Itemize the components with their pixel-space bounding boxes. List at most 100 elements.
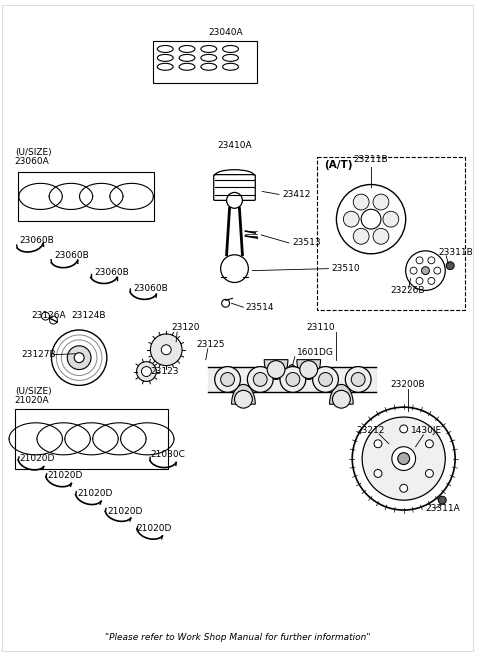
Circle shape: [428, 277, 435, 284]
Text: 1601DG: 1601DG: [297, 348, 334, 358]
Circle shape: [421, 266, 430, 275]
Circle shape: [351, 373, 365, 386]
Text: 23126A: 23126A: [32, 311, 66, 319]
Circle shape: [67, 346, 91, 369]
Circle shape: [383, 211, 399, 227]
Text: (U/SIZE): (U/SIZE): [15, 148, 51, 157]
Ellipse shape: [223, 45, 239, 52]
Circle shape: [438, 496, 446, 504]
Circle shape: [446, 262, 454, 270]
Polygon shape: [231, 384, 255, 404]
Circle shape: [398, 453, 409, 464]
Circle shape: [353, 194, 369, 210]
Text: (A/T): (A/T): [324, 160, 353, 170]
Circle shape: [374, 440, 382, 448]
Circle shape: [247, 367, 273, 392]
Circle shape: [410, 267, 417, 274]
Circle shape: [343, 211, 359, 227]
Text: 23412: 23412: [282, 190, 311, 199]
Circle shape: [221, 373, 235, 386]
Ellipse shape: [201, 45, 216, 52]
Circle shape: [373, 228, 389, 244]
Ellipse shape: [179, 54, 195, 62]
Text: 23200B: 23200B: [391, 380, 425, 389]
Circle shape: [406, 251, 445, 291]
Circle shape: [289, 365, 295, 371]
Text: 21030C: 21030C: [150, 450, 185, 459]
Text: 23060B: 23060B: [54, 251, 89, 260]
Text: 23226B: 23226B: [391, 286, 425, 295]
Circle shape: [222, 299, 229, 307]
Polygon shape: [297, 359, 321, 379]
Circle shape: [49, 316, 58, 324]
Ellipse shape: [179, 45, 195, 52]
Circle shape: [267, 361, 285, 379]
Ellipse shape: [223, 54, 239, 62]
FancyBboxPatch shape: [214, 174, 255, 200]
Polygon shape: [329, 384, 353, 404]
Circle shape: [227, 192, 242, 208]
Text: 23125: 23125: [196, 340, 225, 350]
Circle shape: [400, 425, 408, 433]
Text: 23311B: 23311B: [438, 249, 473, 257]
Text: 21020D: 21020D: [136, 524, 172, 533]
Text: 23124B: 23124B: [71, 311, 106, 319]
Bar: [154, 41, 257, 83]
Text: 21020D: 21020D: [107, 506, 142, 516]
Circle shape: [416, 277, 423, 284]
Circle shape: [425, 470, 433, 478]
Circle shape: [161, 345, 171, 355]
Ellipse shape: [179, 64, 195, 70]
Circle shape: [361, 209, 381, 229]
Text: 23123: 23123: [150, 367, 179, 376]
Ellipse shape: [223, 64, 239, 70]
Text: 23060A: 23060A: [15, 157, 49, 166]
Polygon shape: [208, 367, 376, 392]
Circle shape: [235, 390, 252, 408]
Circle shape: [374, 470, 382, 478]
Circle shape: [280, 367, 306, 392]
Circle shape: [312, 367, 338, 392]
Text: (U/SIZE): (U/SIZE): [15, 387, 51, 396]
Text: 23060B: 23060B: [20, 236, 55, 245]
Circle shape: [425, 440, 433, 448]
Text: 23040A: 23040A: [208, 28, 243, 37]
Text: 21020D: 21020D: [20, 454, 55, 463]
Text: 23410A: 23410A: [217, 141, 252, 150]
Circle shape: [373, 194, 389, 210]
Ellipse shape: [157, 54, 173, 62]
Text: 23060B: 23060B: [133, 284, 168, 293]
Ellipse shape: [157, 64, 173, 70]
Circle shape: [51, 330, 107, 385]
Circle shape: [333, 390, 350, 408]
FancyBboxPatch shape: [317, 157, 465, 310]
Polygon shape: [264, 359, 288, 379]
Text: 21020D: 21020D: [77, 489, 112, 498]
Circle shape: [319, 373, 333, 386]
Ellipse shape: [157, 45, 173, 52]
Text: 23110: 23110: [307, 323, 336, 333]
Text: 23212: 23212: [356, 426, 384, 436]
Text: 23311A: 23311A: [425, 504, 460, 512]
Ellipse shape: [201, 54, 216, 62]
Circle shape: [300, 361, 318, 379]
Circle shape: [416, 257, 423, 264]
Circle shape: [353, 228, 369, 244]
Bar: [18, 172, 155, 221]
Circle shape: [400, 484, 408, 492]
Text: 23120: 23120: [171, 323, 200, 333]
Circle shape: [362, 417, 445, 500]
Bar: [15, 409, 168, 468]
Ellipse shape: [201, 64, 216, 70]
Circle shape: [150, 334, 182, 365]
Text: 23127B: 23127B: [22, 350, 56, 359]
Circle shape: [336, 184, 406, 254]
Circle shape: [352, 407, 455, 510]
Text: 23211B: 23211B: [354, 155, 388, 164]
Circle shape: [428, 257, 435, 264]
Text: 23060B: 23060B: [94, 268, 129, 277]
Circle shape: [221, 255, 248, 283]
Text: 21020D: 21020D: [48, 471, 83, 480]
Circle shape: [392, 447, 416, 470]
Circle shape: [42, 312, 49, 320]
